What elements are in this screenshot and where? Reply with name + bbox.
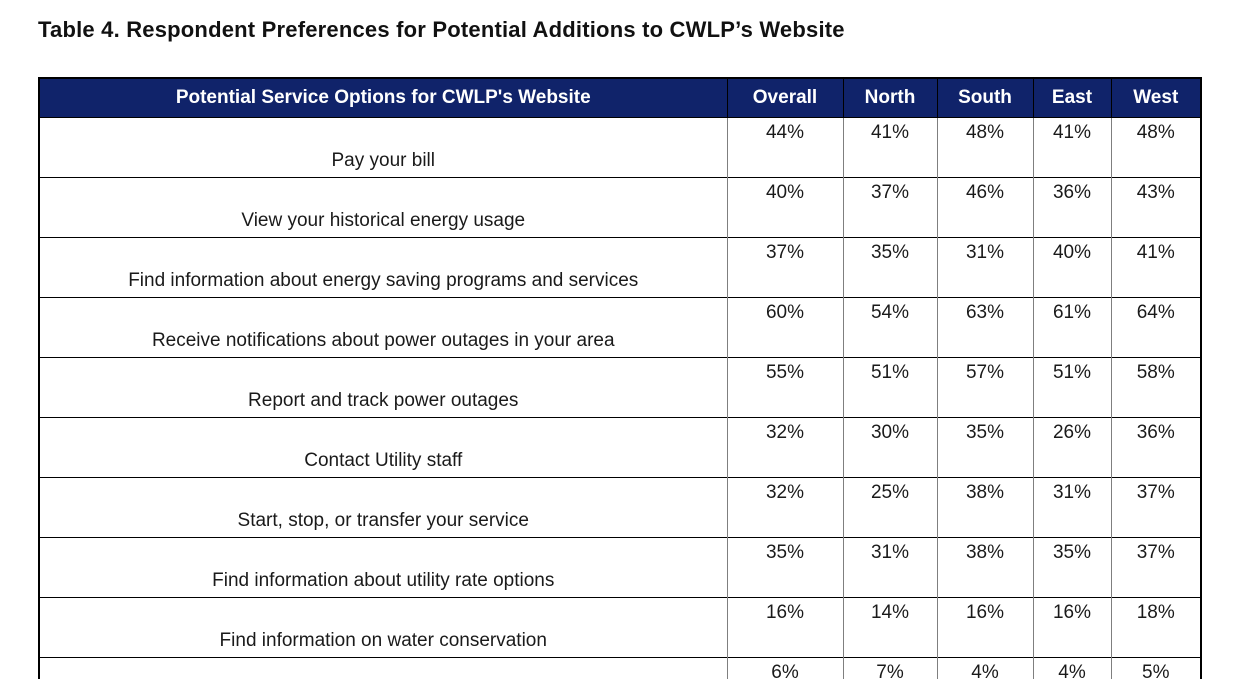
value-cell-overall: 60% xyxy=(726,297,843,358)
value-cell-overall: 16% xyxy=(726,597,843,658)
table-title: Table 4. Respondent Preferences for Pote… xyxy=(38,17,845,42)
value-cell-east: 16% xyxy=(1032,597,1111,658)
row-label: Start, stop, or transfer your service xyxy=(39,477,727,538)
row-label: Find information about energy saving pro… xyxy=(39,237,727,298)
column-header-overall: Overall xyxy=(726,78,843,118)
column-header-service-options: Potential Service Options for CWLP's Web… xyxy=(39,78,727,118)
table-row: Find information on water conservation 1… xyxy=(39,597,1201,658)
table-header-row: Potential Service Options for CWLP's Web… xyxy=(39,78,1201,118)
value-cell-overall: 55% xyxy=(726,357,843,418)
table-row: Contact Utility staff 32% 30% 35% 26% 36… xyxy=(39,417,1201,478)
value-cell-overall: 32% xyxy=(726,417,843,478)
column-header-east: East xyxy=(1032,78,1111,118)
value-cell-overall: 6% xyxy=(726,657,843,679)
value-cell-west: 5% xyxy=(1110,657,1201,679)
value-cell-east: 61% xyxy=(1032,297,1111,358)
table-row: Report and track power outages 55% 51% 5… xyxy=(39,357,1201,418)
value-cell-north: 35% xyxy=(842,237,937,298)
value-cell-overall: 37% xyxy=(726,237,843,298)
value-cell-west: 36% xyxy=(1110,417,1201,478)
row-label: Report and track power outages xyxy=(39,357,727,418)
value-cell-south: 38% xyxy=(936,537,1033,598)
value-cell-overall: 40% xyxy=(726,177,843,238)
value-cell-south: 35% xyxy=(936,417,1033,478)
value-cell-west: 18% xyxy=(1110,597,1201,658)
value-cell-north: 37% xyxy=(842,177,937,238)
row-label: Find information on water conservation xyxy=(39,597,727,658)
value-cell-south: 31% xyxy=(936,237,1033,298)
table-row: Pay your bill 44% 41% 48% 41% 48% xyxy=(39,117,1201,178)
value-cell-north: 54% xyxy=(842,297,937,358)
value-cell-south: 38% xyxy=(936,477,1033,538)
table-body: Pay your bill 44% 41% 48% 41% 48% View y… xyxy=(39,117,1201,679)
value-cell-east: 4% xyxy=(1032,657,1111,679)
value-cell-south: 16% xyxy=(936,597,1033,658)
table-row: Receive notifications about power outage… xyxy=(39,297,1201,358)
value-cell-west: 37% xyxy=(1110,537,1201,598)
value-cell-east: 40% xyxy=(1032,237,1111,298)
value-cell-north: 30% xyxy=(842,417,937,478)
value-cell-north: 51% xyxy=(842,357,937,418)
value-cell-overall: 44% xyxy=(726,117,843,178)
column-header-north: North xyxy=(842,78,937,118)
value-cell-south: 4% xyxy=(936,657,1033,679)
value-cell-west: 64% xyxy=(1110,297,1201,358)
value-cell-south: 63% xyxy=(936,297,1033,358)
value-cell-east: 51% xyxy=(1032,357,1111,418)
value-cell-north: 31% xyxy=(842,537,937,598)
table-row: Find information about energy saving pro… xyxy=(39,237,1201,298)
value-cell-east: 41% xyxy=(1032,117,1111,178)
table-row: Find information about utility rate opti… xyxy=(39,537,1201,598)
row-label: Contact Utility staff xyxy=(39,417,727,478)
value-cell-north: 7% xyxy=(842,657,937,679)
row-label: Pay your bill xyxy=(39,117,727,178)
row-label: Find information about utility rate opti… xyxy=(39,537,727,598)
column-header-south: South xyxy=(936,78,1033,118)
value-cell-east: 35% xyxy=(1032,537,1111,598)
value-cell-overall: 35% xyxy=(726,537,843,598)
value-cell-north: 25% xyxy=(842,477,937,538)
value-cell-east: 26% xyxy=(1032,417,1111,478)
value-cell-west: 43% xyxy=(1110,177,1201,238)
row-label: View your historical energy usage xyxy=(39,177,727,238)
value-cell-north: 41% xyxy=(842,117,937,178)
table-row: View your historical energy usage 40% 37… xyxy=(39,177,1201,238)
value-cell-overall: 32% xyxy=(726,477,843,538)
value-cell-west: 58% xyxy=(1110,357,1201,418)
value-cell-south: 46% xyxy=(936,177,1033,238)
value-cell-west: 48% xyxy=(1110,117,1201,178)
table-row: Other (Please describe) 6% 7% 4% 4% 5% xyxy=(39,657,1201,679)
value-cell-west: 37% xyxy=(1110,477,1201,538)
row-label: Other (Please describe) xyxy=(39,657,727,679)
row-label: Receive notifications about power outage… xyxy=(39,297,727,358)
value-cell-east: 31% xyxy=(1032,477,1111,538)
preferences-table: Potential Service Options for CWLP's Web… xyxy=(38,77,1202,679)
value-cell-east: 36% xyxy=(1032,177,1111,238)
table-row: Start, stop, or transfer your service 32… xyxy=(39,477,1201,538)
value-cell-west: 41% xyxy=(1110,237,1201,298)
column-header-west: West xyxy=(1110,78,1201,118)
value-cell-north: 14% xyxy=(842,597,937,658)
value-cell-south: 57% xyxy=(936,357,1033,418)
value-cell-south: 48% xyxy=(936,117,1033,178)
